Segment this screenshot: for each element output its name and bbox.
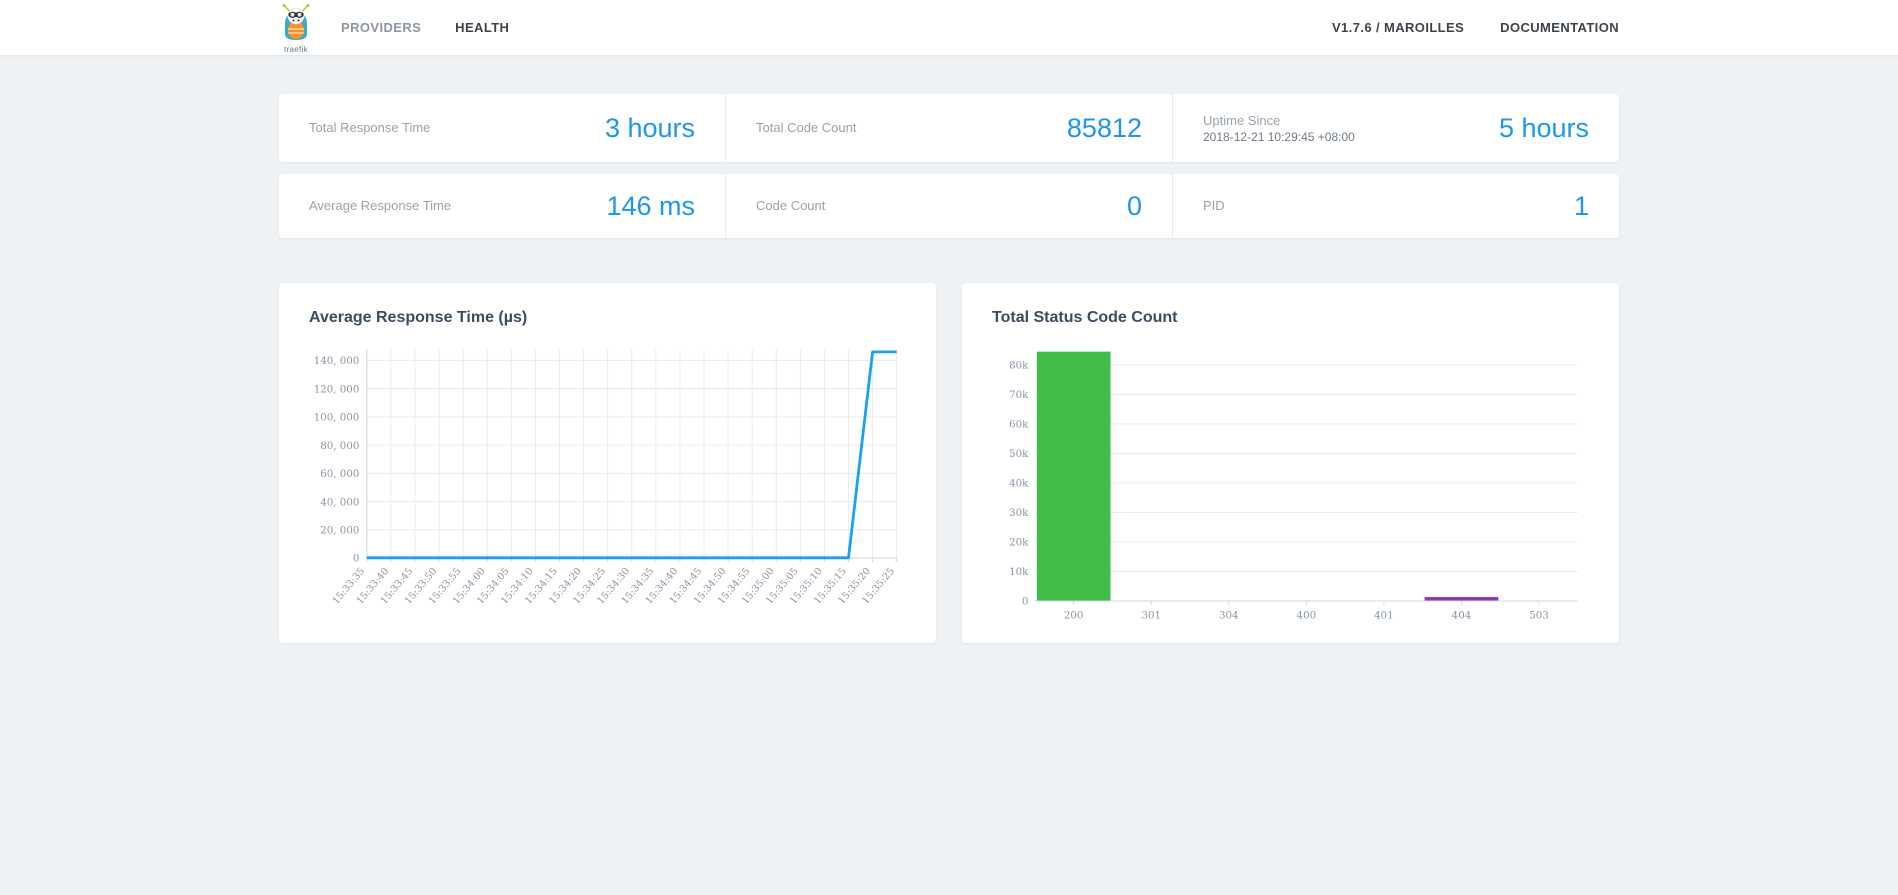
stat-average-response-time: Average Response Time 146 ms <box>279 174 725 238</box>
stat-uptime-timestamp: 2018-12-21 10:29:45 +08:00 <box>1203 129 1355 144</box>
status-code-count-bar-chart: 0 10k 20k 30k 40k 50k 60k 70k 80k 200 301 304 400 401… <box>1009 351 1578 622</box>
stat-code-count: Code Count 0 <box>725 174 1172 238</box>
svg-text:80, 000: 80, 000 <box>320 440 359 452</box>
svg-text:80k: 80k <box>1009 360 1029 372</box>
stat-value: 0 <box>1126 190 1142 221</box>
svg-text:50k: 50k <box>1009 448 1029 460</box>
svg-text:404: 404 <box>1452 610 1472 622</box>
svg-text:401: 401 <box>1374 610 1394 622</box>
nav-item-providers[interactable]: PROVIDERS <box>341 20 422 35</box>
stat-label: PID <box>1203 198 1225 214</box>
svg-text:40, 000: 40, 000 <box>320 496 359 508</box>
svg-text:301: 301 <box>1141 610 1161 622</box>
stat-label: Total Response Time <box>309 120 431 136</box>
nav-version-label: V1.7.6 / MAROILLES <box>1331 20 1465 35</box>
stat-label: Uptime Since <box>1203 113 1281 129</box>
svg-text:400: 400 <box>1297 610 1317 622</box>
stats-row-1: Total Response Time 3 hours Total Code C… <box>279 94 1619 162</box>
stat-value: 5 hours <box>1498 112 1589 143</box>
svg-text:60, 000: 60, 000 <box>320 468 359 480</box>
stat-label: Code Count <box>756 198 826 214</box>
svg-text:120, 000: 120, 000 <box>314 383 360 395</box>
stat-value: 85812 <box>1066 112 1142 143</box>
stats-row-2: Average Response Time 146 ms Code Count … <box>279 174 1619 238</box>
status-code-count-chart-card: Total Status Code Count 0 10k 20k 30k 40k 50k… <box>962 283 1619 643</box>
stat-value: 146 ms <box>606 190 695 221</box>
stat-label: Average Response Time <box>309 198 452 214</box>
traefik-logo[interactable]: traefik <box>279 2 313 54</box>
svg-text:0: 0 <box>1022 596 1029 608</box>
top-navbar: traefik PROVIDERS HEALTH V1.7.6 / MAROIL… <box>0 0 1898 56</box>
traefik-logo-text: traefik <box>284 44 308 54</box>
svg-text:100, 000: 100, 000 <box>314 412 360 424</box>
nav-item-health[interactable]: HEALTH <box>455 20 510 35</box>
stat-label: Total Code Count <box>756 120 857 136</box>
svg-text:60k: 60k <box>1009 419 1029 431</box>
svg-text:503: 503 <box>1529 610 1549 622</box>
stat-total-response-time: Total Response Time 3 hours <box>279 94 725 162</box>
stat-value: 1 <box>1573 190 1589 221</box>
svg-text:30k: 30k <box>1009 507 1029 519</box>
stat-pid: PID 1 <box>1172 174 1619 238</box>
chart-title-avg-response-time: Average Response Time (µs) <box>309 309 528 326</box>
stat-value: 3 hours <box>604 112 695 143</box>
nav-item-documentation[interactable]: DOCUMENTATION <box>1500 20 1619 35</box>
stat-uptime-since: Uptime Since 2018-12-21 10:29:45 +08:00 … <box>1172 94 1619 162</box>
svg-text:10k: 10k <box>1009 566 1029 578</box>
stat-total-code-count: Total Code Count 85812 <box>725 94 1172 162</box>
avg-response-time-chart-card: Average Response Time (µs) 15:33:35 15:33… <box>279 283 936 643</box>
avg-response-time-line-chart: 15:33:3515:33:4015:33:4515:33:5015:33:55… <box>314 349 898 607</box>
svg-text:70k: 70k <box>1009 389 1029 401</box>
svg-text:304: 304 <box>1219 610 1239 622</box>
svg-text:200: 200 <box>1064 610 1084 622</box>
svg-text:20k: 20k <box>1009 537 1029 549</box>
svg-text:140, 000: 140, 000 <box>314 355 360 367</box>
svg-text:0: 0 <box>353 553 360 565</box>
traefik-mascot-icon <box>279 3 313 47</box>
svg-text:40k: 40k <box>1009 478 1029 490</box>
svg-text:20, 000: 20, 000 <box>320 525 359 537</box>
chart-title-status-code-count: Total Status Code Count <box>992 309 1178 326</box>
